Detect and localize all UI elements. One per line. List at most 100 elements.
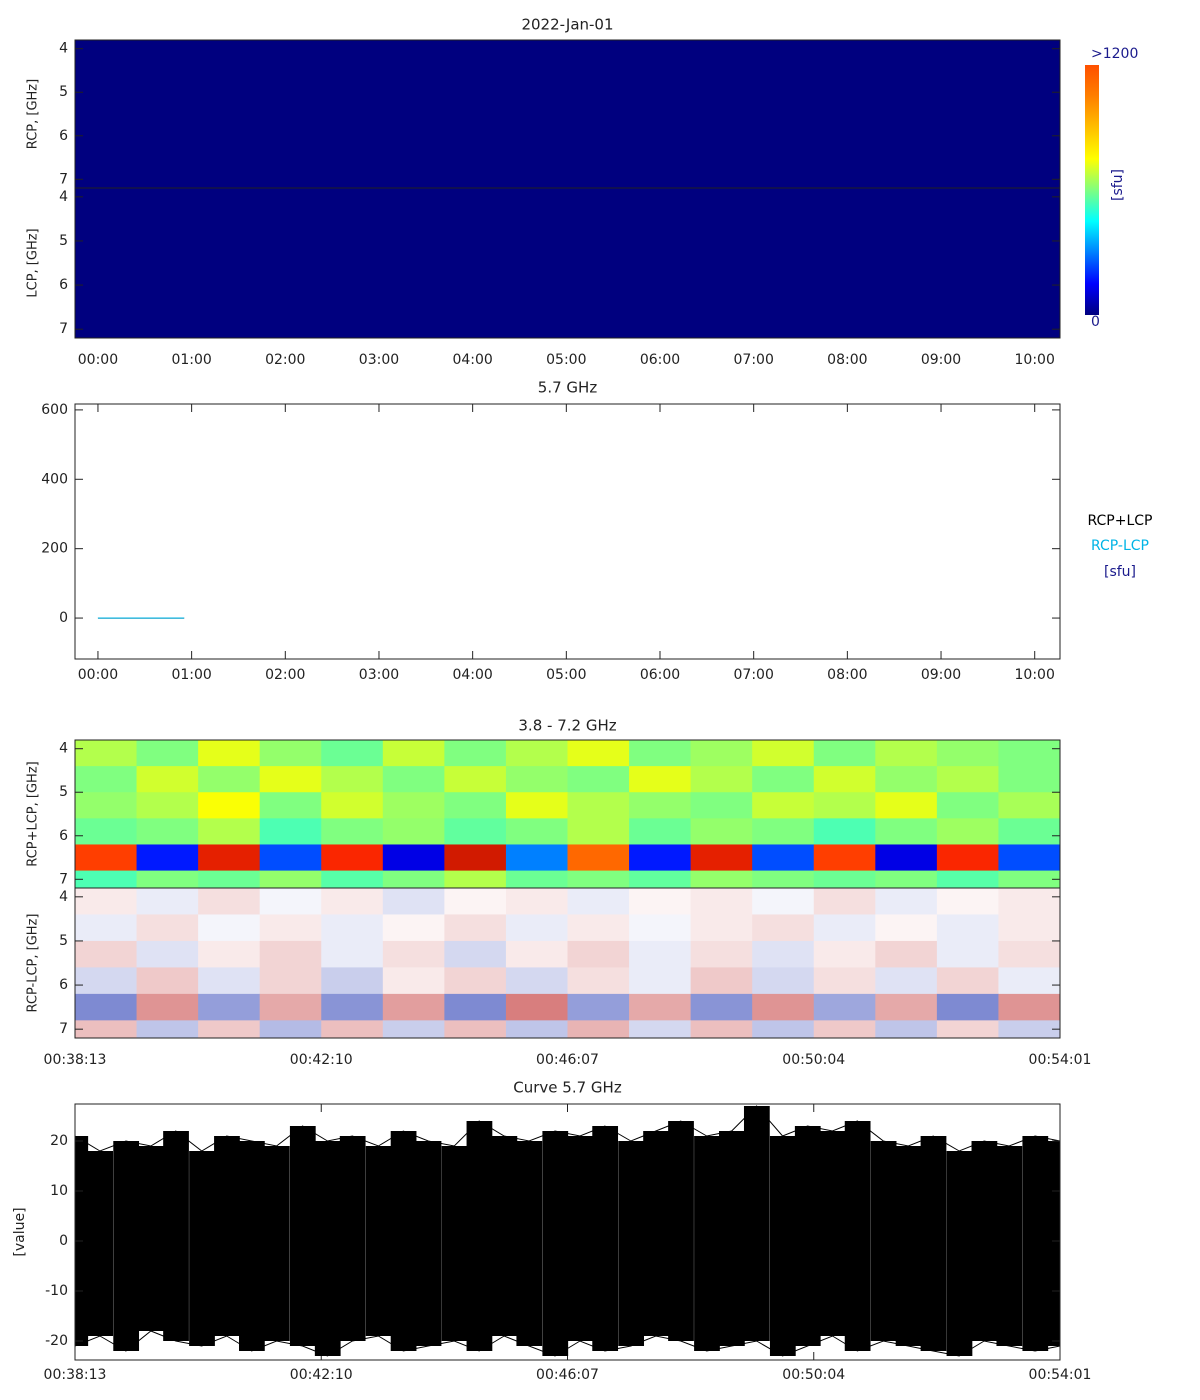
heatmap-cell: [75, 844, 138, 872]
heatmap-cell: [136, 792, 199, 819]
band-column: [390, 1131, 417, 1351]
heatmap-cell: [998, 766, 1060, 793]
x-tick-label: 00:42:10: [290, 1052, 353, 1068]
heatmap-cell: [875, 967, 938, 995]
heatmap-cell: [382, 888, 445, 915]
heatmap-cell: [321, 888, 384, 915]
heatmap-cell: [813, 792, 876, 819]
heatmap-cell: [198, 888, 261, 915]
heatmap-cell: [998, 993, 1060, 1021]
y-axis-label: LCP, [GHz]: [26, 228, 41, 297]
heatmap-cell: [321, 818, 384, 845]
x-tick-label: 00:46:07: [536, 1052, 599, 1068]
heatmap-cell: [136, 818, 199, 845]
heatmap-cell: [567, 967, 630, 995]
heatmap-cell: [136, 940, 199, 968]
heatmap-cell: [567, 888, 630, 915]
y-axis-label: [value]: [12, 1207, 28, 1256]
heatmap-cell: [505, 870, 568, 889]
heatmap-cell: [936, 914, 999, 942]
heatmap-cell: [690, 766, 753, 793]
heatmap-cell: [259, 993, 322, 1021]
chart-title: 2022-Jan-01: [521, 16, 613, 34]
x-tick-label: 04:00: [452, 352, 492, 368]
heatmap-cell: [505, 844, 568, 872]
heatmap-cell: [259, 740, 322, 767]
y-axis-label: RCP, [GHz]: [26, 79, 41, 149]
heatmap-cell: [629, 1020, 692, 1038]
heatmap-cell: [567, 766, 630, 793]
chart-title: 3.8 - 7.2 GHz: [518, 717, 616, 735]
y-tick-label: 5: [59, 933, 68, 949]
heatmap-cell: [998, 792, 1060, 819]
legend-unit: [sfu]: [1104, 564, 1136, 580]
heatmap-cell: [382, 818, 445, 845]
heatmap-cell: [813, 1020, 876, 1038]
x-tick-label: 08:00: [827, 352, 867, 368]
heatmap-cell: [259, 1020, 322, 1038]
band-column: [87, 1151, 114, 1336]
heatmap-cell: [136, 914, 199, 942]
y-tick-label: 20: [50, 1133, 68, 1149]
panel-frame: [74, 187, 1061, 339]
band-column: [365, 1146, 392, 1336]
heatmap-cell: [321, 1020, 384, 1038]
heatmap-cell: [752, 818, 815, 845]
band-column: [1022, 1136, 1049, 1351]
heatmap-cell: [629, 792, 692, 819]
band-column: [592, 1126, 619, 1351]
y-tick-label: 200: [41, 541, 68, 557]
heatmap-cell: [321, 740, 384, 767]
band-column: [819, 1131, 846, 1336]
heatmap-cell: [198, 940, 261, 968]
heatmap-cell: [382, 940, 445, 968]
band-column: [415, 1141, 442, 1346]
heatmap-cell: [752, 1020, 815, 1038]
heatmap-cell: [382, 844, 445, 872]
heatmap-cell: [936, 888, 999, 915]
band-column: [946, 1151, 973, 1356]
heatmap-cell: [444, 818, 507, 845]
envelope-line: [75, 1105, 1060, 1152]
x-tick-label: 09:00: [921, 352, 961, 368]
heatmap-cell: [321, 967, 384, 995]
heatmap-cell: [998, 844, 1060, 872]
x-tick-label: 01:00: [171, 352, 211, 368]
heatmap-cell: [629, 888, 692, 915]
x-tick-label: 06:00: [640, 352, 680, 368]
heatmap-cell: [75, 993, 138, 1021]
heatmap-cell: [259, 844, 322, 872]
heatmap-cell: [752, 993, 815, 1021]
x-tick-label: 09:00: [921, 667, 961, 683]
band-column: [1047, 1141, 1060, 1346]
heatmap-cell: [75, 188, 1060, 338]
heatmap-cell: [444, 844, 507, 872]
band-column: [339, 1136, 366, 1341]
heatmap-cell: [752, 940, 815, 968]
heatmap-cell: [690, 1020, 753, 1038]
y-tick-label: 0: [59, 1233, 68, 1249]
band-column: [971, 1141, 998, 1341]
heatmap-cell: [198, 870, 261, 889]
heatmap-cell: [75, 40, 1060, 189]
heatmap-cell: [998, 967, 1060, 995]
heatmap-cell: [505, 766, 568, 793]
heatmap-cell: [136, 870, 199, 889]
heatmap-cell: [321, 766, 384, 793]
colorbar-tick-label: 0: [1091, 314, 1100, 330]
heatmap-cell: [444, 914, 507, 942]
heatmap-cell: [690, 740, 753, 767]
band-column: [694, 1136, 720, 1351]
band-column: [289, 1126, 316, 1346]
heatmap-cell: [629, 993, 692, 1021]
heatmap-cell: [752, 870, 815, 889]
x-tick-label: 00:42:10: [290, 1367, 353, 1383]
y-tick-label: 6: [59, 277, 68, 293]
y-axis-label: RCP-LCP, [GHz]: [26, 914, 41, 1013]
band-column: [618, 1141, 645, 1346]
heatmap-cell: [690, 792, 753, 819]
heatmap-cell: [567, 740, 630, 767]
heatmap-cell: [136, 844, 199, 872]
band-column: [113, 1141, 140, 1351]
